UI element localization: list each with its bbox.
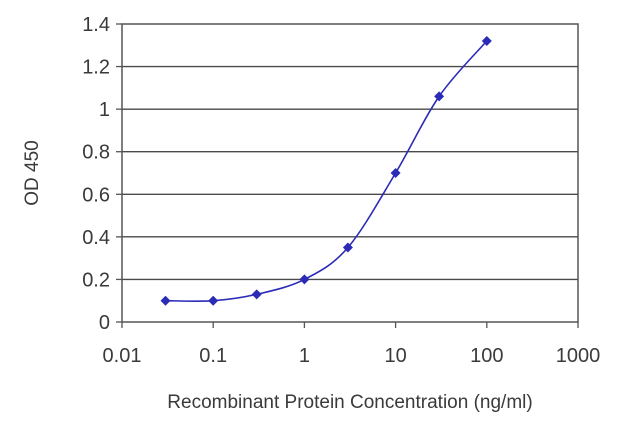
x-tick-label: 0.1: [199, 345, 227, 367]
y-tick-label: 0.4: [82, 227, 110, 249]
y-axis: 0 0.2 0.4 0.6 0.8 1 1.2 1.4: [82, 14, 122, 334]
plot-area: [121, 23, 579, 323]
data-point: [342, 242, 353, 253]
x-tick-label: 10: [384, 345, 406, 367]
x-tick-label: 100: [470, 345, 503, 367]
data-point: [208, 295, 219, 306]
data-point: [390, 168, 401, 178]
data-point: [434, 91, 445, 102]
data-point: [160, 295, 171, 306]
y-tick-label: 0.6: [82, 184, 110, 206]
x-tick-label: 1: [299, 345, 310, 367]
y-tick-label: 0: [99, 312, 110, 334]
data-point: [481, 36, 492, 47]
y-tick-label: 1.2: [82, 57, 110, 79]
y-tick-label: 0.8: [82, 142, 110, 164]
x-axis: 0.01 0.1 1 10 100 1000: [103, 322, 601, 367]
y-tick-label: 1.4: [82, 14, 110, 36]
x-tick-label: 1000: [556, 345, 601, 367]
gridlines: [122, 65, 578, 281]
y-axis-title: OD 450: [22, 140, 43, 205]
y-tick-label: 0.2: [82, 269, 110, 291]
x-tick-label: 0.01: [103, 345, 142, 367]
series: [160, 36, 492, 306]
series-line: [165, 40, 488, 302]
y-tick-label: 1: [99, 99, 110, 121]
data-point: [299, 274, 310, 285]
x-axis-title: Recombinant Protein Concentration (ng/ml…: [167, 392, 532, 413]
data-point: [251, 289, 262, 300]
